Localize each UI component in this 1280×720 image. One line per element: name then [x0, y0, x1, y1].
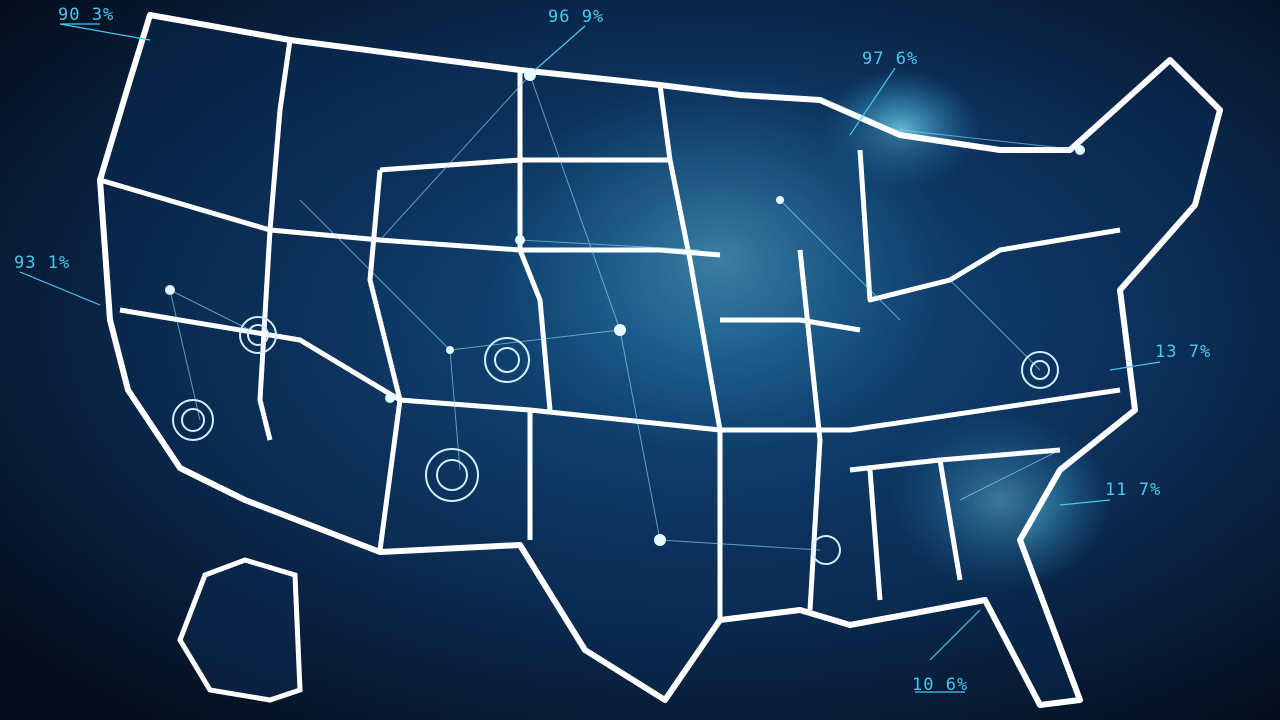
percent-label: 97 6%: [862, 49, 918, 69]
glow: [890, 410, 1110, 590]
percent-label: 10 6%: [912, 675, 968, 695]
percent-label: 96 9%: [548, 7, 604, 27]
percent-label: 11 7%: [1105, 480, 1161, 500]
network-lines: [169, 74, 1081, 551]
rings: [172, 316, 1059, 565]
labels: 90 3% 96 9% 97 6% 93 1% 13 7% 11 7% 10 6%: [14, 5, 1211, 695]
percent-label: 90 3%: [58, 5, 114, 25]
percent-label: 93 1%: [14, 253, 70, 273]
leader-lines: [19, 23, 1161, 693]
glow: [490, 70, 950, 450]
alaska-outline: [177, 557, 303, 703]
percent-label: 13 7%: [1155, 342, 1211, 362]
network-nodes: [165, 69, 1085, 546]
